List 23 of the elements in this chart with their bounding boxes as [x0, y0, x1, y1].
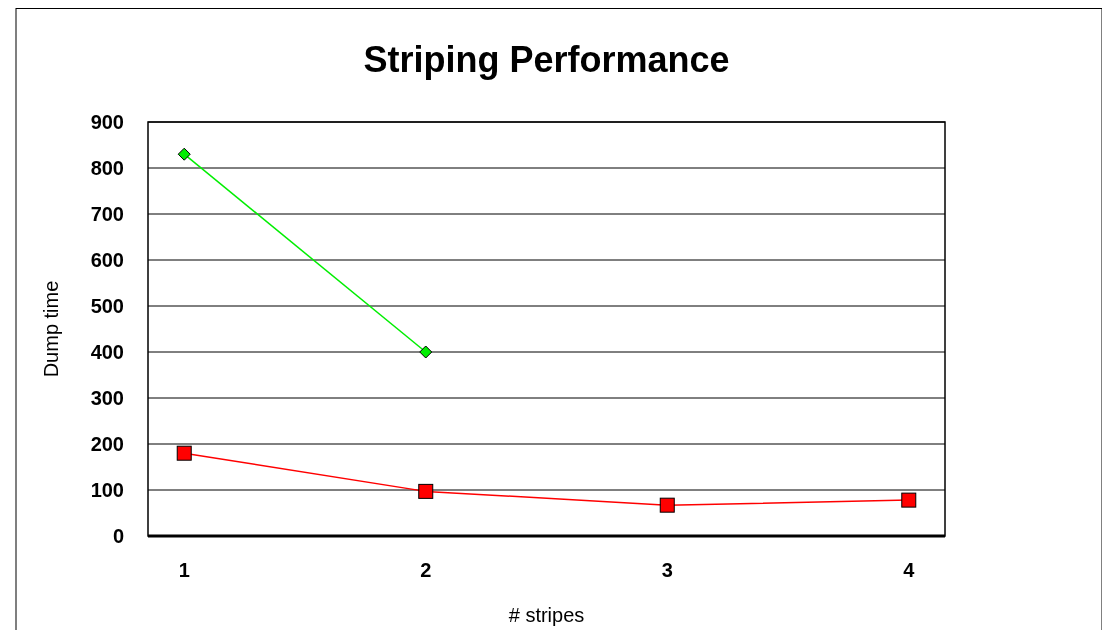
x-tick-label: 3	[661, 559, 673, 581]
y-tick-label: 300	[90, 387, 124, 409]
y-tick-label: 600	[90, 249, 124, 271]
chart-title: Striping Performance	[363, 39, 730, 80]
point	[659, 497, 675, 513]
x-tick-label: 4	[903, 559, 916, 581]
x-tick-label: 1	[178, 559, 190, 581]
y-tick-label: 0	[112, 525, 124, 547]
point	[901, 492, 917, 508]
y-axis-title: Dump time	[40, 280, 62, 378]
point	[176, 445, 192, 461]
point	[177, 147, 191, 161]
y-tick-label: 700	[90, 203, 124, 225]
y-tick-label: 900	[90, 111, 124, 133]
y-tick-label: 200	[90, 433, 124, 455]
y-tick-label: 800	[90, 157, 124, 179]
y-tick-label: 500	[90, 295, 124, 317]
y-tick-label: 100	[90, 479, 124, 501]
x-tick-label: 2	[420, 559, 432, 581]
y-tick-label: 400	[90, 341, 124, 363]
point	[418, 483, 434, 499]
x-axis-title: # stripes	[508, 604, 585, 626]
point	[419, 345, 433, 359]
